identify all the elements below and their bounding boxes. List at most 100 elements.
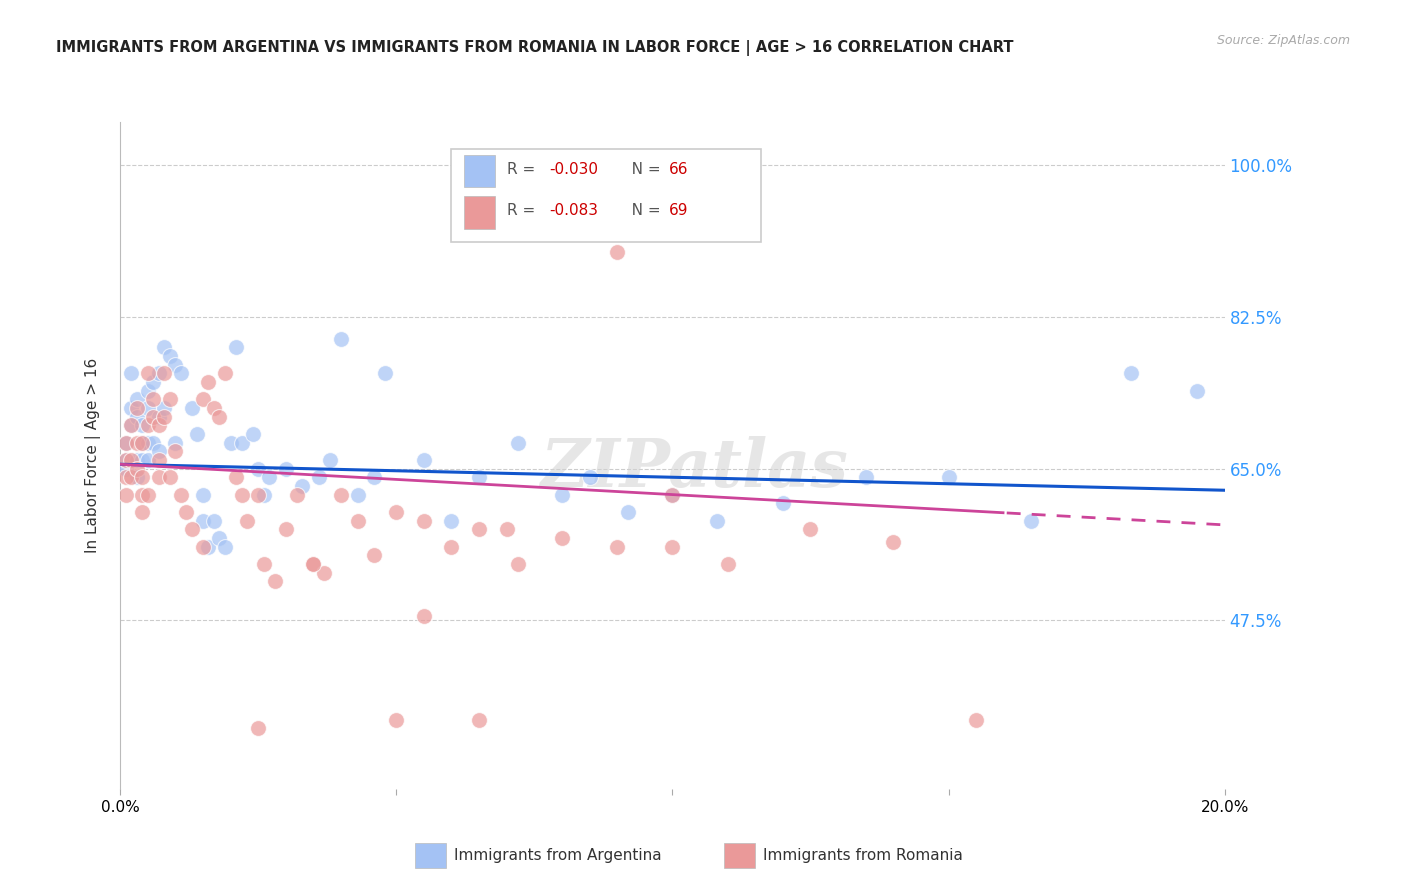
Point	[308, 470, 330, 484]
Text: -0.030: -0.030	[550, 162, 599, 177]
Point	[468, 713, 491, 727]
Point	[330, 487, 353, 501]
Text: Source: ZipAtlas.com: Source: ZipAtlas.com	[1216, 34, 1350, 47]
Point	[882, 535, 904, 549]
Point	[1119, 366, 1142, 380]
Point	[153, 340, 176, 354]
Point	[363, 470, 385, 484]
Point	[114, 461, 136, 475]
Point	[131, 505, 153, 519]
Point	[253, 487, 276, 501]
Y-axis label: In Labor Force | Age > 16: In Labor Force | Age > 16	[86, 358, 101, 553]
Point	[346, 514, 368, 528]
Point	[208, 531, 231, 545]
Text: IMMIGRANTS FROM ARGENTINA VS IMMIGRANTS FROM ROMANIA IN LABOR FORCE | AGE > 16 C: IMMIGRANTS FROM ARGENTINA VS IMMIGRANTS …	[56, 40, 1014, 56]
Point	[153, 409, 176, 424]
Point	[330, 332, 353, 346]
Point	[717, 557, 740, 571]
Point	[274, 461, 297, 475]
Point	[412, 453, 434, 467]
Point	[374, 366, 396, 380]
Point	[120, 453, 142, 467]
Point	[125, 453, 148, 467]
Point	[225, 340, 247, 354]
Point	[772, 496, 794, 510]
Point	[285, 487, 308, 501]
Point	[114, 470, 136, 484]
Point	[385, 505, 408, 519]
Point	[186, 426, 208, 441]
Point	[606, 540, 628, 554]
Point	[263, 574, 285, 589]
Point	[159, 349, 181, 363]
Point	[114, 435, 136, 450]
Point	[247, 461, 270, 475]
Point	[578, 470, 600, 484]
Point	[506, 557, 529, 571]
Text: Immigrants from Romania: Immigrants from Romania	[763, 848, 963, 863]
Point	[148, 444, 170, 458]
Point	[363, 548, 385, 562]
Point	[191, 487, 214, 501]
Point	[131, 470, 153, 484]
Point	[153, 366, 176, 380]
Point	[120, 418, 142, 433]
Point	[148, 366, 170, 380]
Point	[551, 487, 574, 501]
Point	[125, 409, 148, 424]
Text: 69: 69	[669, 203, 689, 219]
Point	[385, 713, 408, 727]
Point	[274, 522, 297, 536]
Point	[231, 487, 253, 501]
Point	[291, 479, 314, 493]
Point	[131, 453, 153, 467]
Point	[1021, 514, 1043, 528]
Point	[468, 470, 491, 484]
Point	[180, 522, 202, 536]
Point	[136, 487, 159, 501]
Point	[412, 608, 434, 623]
Point	[247, 487, 270, 501]
Point	[176, 505, 198, 519]
Point	[136, 453, 159, 467]
Point	[440, 514, 463, 528]
Point	[170, 366, 193, 380]
Point	[197, 375, 219, 389]
Point	[661, 540, 683, 554]
Point	[197, 540, 219, 554]
Point	[617, 505, 640, 519]
Point	[214, 540, 236, 554]
Text: R =: R =	[508, 162, 540, 177]
Point	[148, 470, 170, 484]
Point	[412, 514, 434, 528]
Point	[125, 392, 148, 407]
Point	[148, 418, 170, 433]
Point	[302, 557, 325, 571]
Point	[131, 418, 153, 433]
Point	[136, 418, 159, 433]
Point	[1185, 384, 1208, 398]
Point	[302, 557, 325, 571]
Point	[346, 487, 368, 501]
Point	[225, 470, 247, 484]
Point	[125, 435, 148, 450]
Text: Immigrants from Argentina: Immigrants from Argentina	[454, 848, 662, 863]
Point	[114, 453, 136, 467]
Point	[180, 401, 202, 415]
Point	[191, 540, 214, 554]
Point	[148, 453, 170, 467]
Point	[236, 514, 259, 528]
Point	[148, 409, 170, 424]
Point	[136, 384, 159, 398]
Point	[202, 401, 225, 415]
Point	[191, 514, 214, 528]
Point	[142, 435, 165, 450]
Point	[125, 470, 148, 484]
Point	[606, 245, 628, 260]
Point	[120, 366, 142, 380]
Point	[938, 470, 960, 484]
Point	[799, 522, 821, 536]
Point	[231, 435, 253, 450]
Text: 66: 66	[669, 162, 689, 177]
Point	[551, 531, 574, 545]
